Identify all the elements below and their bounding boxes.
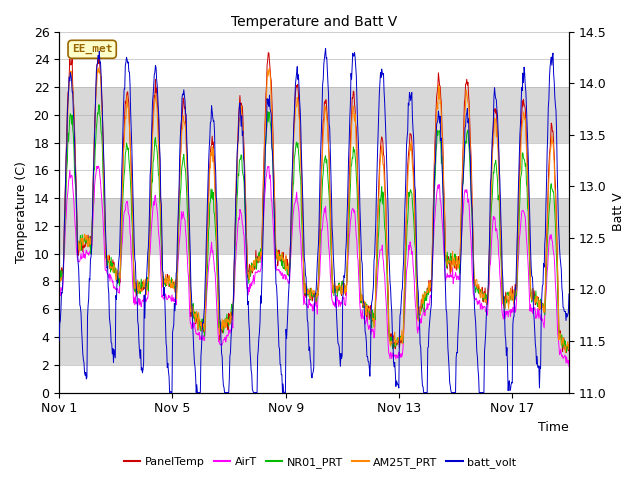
- Y-axis label: Temperature (C): Temperature (C): [15, 161, 28, 263]
- X-axis label: Time: Time: [538, 421, 569, 434]
- Y-axis label: Batt V: Batt V: [612, 193, 625, 231]
- Text: EE_met: EE_met: [72, 44, 113, 54]
- Bar: [59, 87, 569, 143]
- Bar: [59, 198, 569, 254]
- Bar: [59, 309, 569, 365]
- Title: Temperature and Batt V: Temperature and Batt V: [231, 15, 397, 29]
- Legend: PanelTemp, AirT, NR01_PRT, AM25T_PRT, batt_volt: PanelTemp, AirT, NR01_PRT, AM25T_PRT, ba…: [119, 452, 521, 472]
